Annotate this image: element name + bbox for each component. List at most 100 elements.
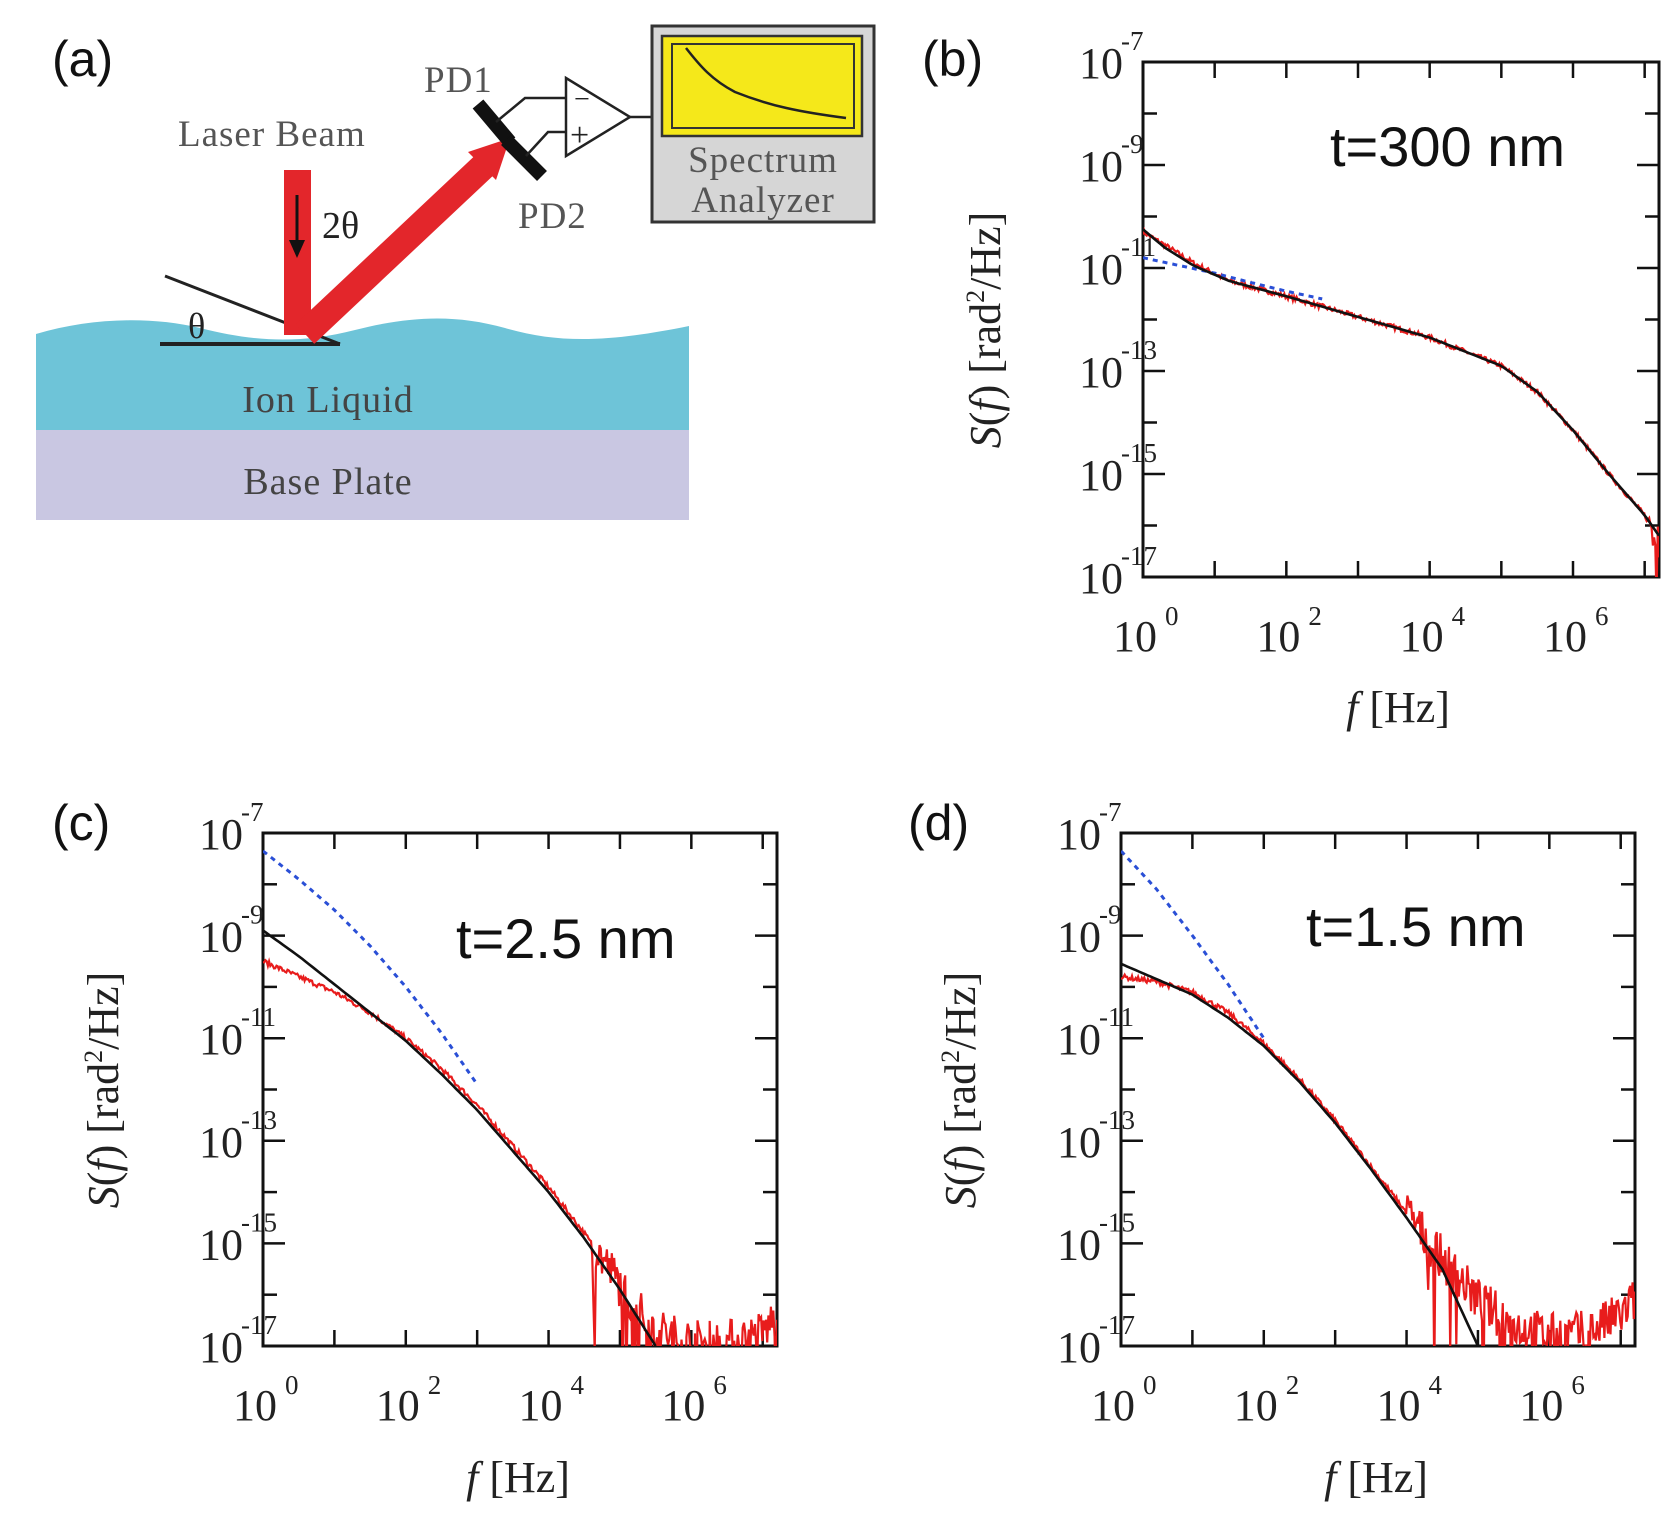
y-tick-label: 10 — [1079, 554, 1123, 603]
y-tick-exponent: -11 — [1099, 1002, 1134, 1032]
x-tick-exponent: 0 — [285, 1370, 299, 1400]
panel-c-theory-line — [263, 929, 657, 1346]
base-plate-label: Base Plate — [243, 461, 412, 503]
panel-d-x-ticks: 10 0 10 2 10 4 10 6 — [1091, 833, 1622, 1430]
wire-pd1 — [495, 96, 566, 123]
panel-b-xlabel: f [Hz] — [1346, 683, 1450, 732]
panel-b-series — [1143, 226, 1659, 577]
x-tick-label: 10 — [1256, 612, 1300, 661]
x-tick-exponent: 0 — [1165, 601, 1179, 631]
y-tick-exponent: -7 — [1121, 26, 1144, 56]
two-theta-label: 2θ — [322, 205, 359, 247]
y-tick-label: 10 — [1057, 1015, 1101, 1064]
wire-pd2 — [525, 130, 566, 157]
x-tick-exponent: 4 — [571, 1370, 585, 1400]
x-tick-label: 10 — [1377, 1381, 1421, 1430]
x-tick-exponent: 6 — [1571, 1370, 1585, 1400]
reflected-beam-arrowhead — [468, 138, 510, 180]
y-tick-exponent: -13 — [1121, 335, 1157, 365]
panel-c-annotation: t=2.5 nm — [456, 907, 675, 970]
y-tick-exponent: -9 — [1099, 900, 1122, 930]
panel-c: (c) 10 0 10 2 10 4 10 6 10-710-910-1110-1310-15… — [52, 795, 779, 1502]
panel-d-theory-line — [1121, 962, 1480, 1346]
y-tick-label: 10 — [1057, 1323, 1101, 1372]
amp-plus-label: + — [570, 117, 589, 154]
y-tick-exponent: -9 — [241, 900, 264, 930]
y-tick-label: 10 — [199, 1323, 243, 1372]
y-tick-label: 10 — [199, 913, 243, 962]
spectrum-label: Spectrum — [688, 140, 838, 181]
y-tick-exponent: -15 — [1099, 1207, 1135, 1237]
panel-b-letter: (b) — [922, 31, 983, 87]
y-tick-label: 10 — [1057, 1220, 1101, 1269]
panel-d-series — [1121, 849, 1635, 1346]
base-plate-layer — [36, 428, 689, 520]
panel-b: (b) 10 0 10 2 10 4 10 6 10-710-910-1110-1310-15… — [922, 26, 1661, 732]
panel-c-ylabel: S(f) [rad2/Hz] — [79, 972, 128, 1209]
x-tick-exponent: 4 — [1429, 1370, 1443, 1400]
ion-liquid-layer — [36, 318, 689, 430]
panel-d-ylabel: S(f) [rad2/Hz] — [936, 972, 985, 1209]
x-tick-label: 10 — [1519, 1381, 1563, 1430]
panel-d-measured-line — [1121, 972, 1635, 1346]
panel-c-letter: (c) — [52, 795, 110, 851]
panel-d-xlabel: f [Hz] — [1324, 1453, 1428, 1502]
y-tick-exponent: -17 — [241, 1310, 277, 1340]
x-tick-label: 10 — [1091, 1381, 1135, 1430]
y-tick-exponent: -17 — [1099, 1310, 1135, 1340]
y-tick-exponent: -11 — [241, 1002, 276, 1032]
x-tick-exponent: 2 — [1308, 601, 1322, 631]
y-tick-label: 10 — [199, 1220, 243, 1269]
analyzer-screen-inner — [671, 43, 855, 129]
pd2-label: PD2 — [518, 196, 587, 237]
y-tick-label: 10 — [1079, 348, 1123, 397]
x-tick-label: 10 — [376, 1381, 420, 1430]
theta-label: θ — [188, 306, 205, 346]
panel-d: (d) 10 0 10 2 10 4 10 6 10-710-910-1110-1310-15… — [908, 795, 1637, 1502]
panel-c-series — [263, 849, 777, 1346]
y-tick-label: 10 — [1079, 451, 1123, 500]
analyzer-trace — [685, 47, 847, 120]
y-tick-label: 10 — [199, 1118, 243, 1167]
panel-b-annotation: t=300 nm — [1330, 115, 1565, 178]
panel-c-xlabel: f [Hz] — [466, 1453, 570, 1502]
panel-b-fit-line — [1143, 256, 1323, 301]
y-tick-label: 10 — [1057, 1118, 1101, 1167]
x-tick-exponent: 2 — [428, 1370, 442, 1400]
ion-liquid-label: Ion Liquid — [242, 379, 413, 421]
y-tick-label: 10 — [1057, 913, 1101, 962]
panel-d-letter: (d) — [908, 795, 969, 851]
amp-minus-label: − — [574, 84, 590, 115]
panel-b-x-ticks: 10 0 10 2 10 4 10 6 — [1113, 62, 1646, 661]
y-tick-label: 10 — [1079, 245, 1123, 294]
x-tick-exponent: 6 — [1595, 601, 1609, 631]
y-tick-exponent: -13 — [241, 1105, 277, 1135]
panel-c-fit-line — [263, 849, 479, 1086]
x-tick-exponent: 0 — [1143, 1370, 1157, 1400]
pd2-detector — [501, 135, 547, 181]
x-tick-label: 10 — [1400, 612, 1444, 661]
y-tick-label: 10 — [1079, 39, 1123, 88]
pd1-label: PD1 — [424, 60, 493, 101]
panel-c-x-ticks: 10 0 10 2 10 4 10 6 — [233, 833, 764, 1430]
laser-beam-label: Laser Beam — [178, 114, 366, 155]
panel-d-annotation: t=1.5 nm — [1306, 895, 1525, 958]
y-tick-label: 10 — [199, 1015, 243, 1064]
y-tick-exponent: -15 — [1121, 438, 1157, 468]
panel-d-fit-line — [1121, 849, 1266, 1040]
reflected-beam — [295, 150, 500, 344]
x-tick-label: 10 — [1113, 612, 1157, 661]
x-tick-label: 10 — [233, 1381, 277, 1430]
incident-arrowhead-icon — [289, 240, 305, 258]
y-tick-label: 10 — [199, 810, 243, 859]
x-tick-label: 10 — [661, 1381, 705, 1430]
y-tick-exponent: -9 — [1121, 129, 1144, 159]
pd1-detector — [472, 99, 516, 147]
y-tick-exponent: -7 — [241, 797, 264, 827]
panel-b-theory-line — [1143, 228, 1659, 537]
panel-c-measured-line — [263, 957, 777, 1346]
